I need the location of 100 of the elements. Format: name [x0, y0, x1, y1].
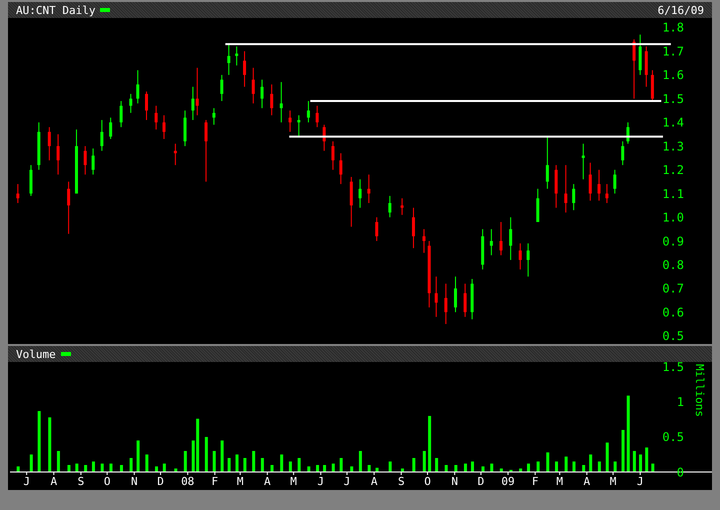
bar: [38, 411, 41, 472]
candlestick: [196, 67, 199, 116]
bar: [56, 450, 60, 472]
bar: [212, 450, 216, 472]
bar: [526, 464, 530, 472]
bar: [307, 466, 310, 472]
x-tick-label: D: [478, 474, 484, 488]
bar: [388, 461, 392, 472]
x-tick-label: M: [610, 474, 617, 488]
candlestick: [56, 134, 60, 176]
y-tick-label: 1.8: [662, 20, 684, 35]
candlestick: [554, 164, 558, 208]
candlestick: [100, 120, 104, 152]
candlestick: [454, 276, 457, 313]
candlestick: [136, 70, 140, 104]
bar: [120, 464, 123, 472]
bar: [470, 461, 474, 472]
candlestick: [400, 198, 404, 216]
bar: [428, 416, 432, 472]
bar: [288, 461, 292, 472]
x-tick-label: F: [212, 474, 218, 488]
bar: [572, 461, 576, 472]
bar: [30, 454, 33, 472]
bar: [412, 458, 416, 472]
candlestick: [572, 184, 576, 211]
candlestick: [644, 46, 648, 88]
candlestick: [191, 86, 194, 121]
bar: [422, 450, 426, 472]
y-tick-label: 1.5: [662, 92, 684, 106]
bar: [280, 454, 284, 472]
candlestick: [154, 105, 158, 130]
bar: [130, 458, 133, 472]
x-tick-label: N: [130, 474, 138, 488]
x-tick-label: J: [23, 474, 30, 488]
bar: [75, 464, 78, 472]
y-tick-label: 1.6: [662, 68, 684, 82]
bar: [243, 458, 246, 472]
candlestick: [509, 216, 512, 260]
bar: [196, 418, 200, 472]
candlestick: [605, 184, 608, 204]
bar: [84, 464, 88, 472]
x-tick-label: S: [78, 474, 84, 488]
y-tick-label: 0.9: [662, 234, 684, 248]
x-tick-label: A: [370, 474, 378, 488]
text: 6/16/09: [658, 4, 704, 16]
y-tick-label: 1.7: [662, 44, 684, 58]
candlestick: [252, 67, 255, 104]
bar: [435, 458, 438, 472]
candlestick: [621, 140, 624, 166]
x-tick-label: M: [236, 474, 244, 488]
candlestick: [316, 105, 319, 128]
y-tick-label: 1.2: [662, 163, 684, 178]
candlestick: [434, 276, 438, 318]
candlestick: [500, 222, 503, 256]
legend-label: AU:CNT Daily: [16, 4, 96, 16]
candlestick: [288, 110, 292, 132]
bar: [444, 464, 448, 472]
candlestick: [388, 195, 392, 218]
bar: [236, 454, 239, 472]
bar: [645, 447, 648, 472]
candlestick: [598, 169, 601, 202]
bar: [598, 461, 601, 472]
candlestick: [526, 242, 530, 278]
candlestick: [331, 140, 334, 170]
candlestick: [582, 143, 585, 180]
bar: [622, 430, 625, 472]
candlestick: [235, 46, 238, 66]
legend-label: Volume: [16, 348, 56, 360]
candlestick: [145, 91, 148, 121]
candlestick: [464, 283, 467, 318]
x-tick-label: J: [344, 474, 350, 488]
candlestick: [422, 228, 426, 254]
candlestick: [204, 120, 208, 182]
bar: [536, 461, 540, 472]
x-tick-label: A: [584, 474, 591, 488]
candlestick: [120, 100, 123, 128]
x-tick-label: A: [50, 474, 58, 488]
candlestick: [306, 100, 310, 123]
bar: [100, 464, 104, 472]
candlestick: [613, 169, 616, 194]
candlestick: [650, 70, 654, 102]
y-tick-label: 0.7: [662, 282, 684, 296]
candlestick: [518, 242, 522, 270]
bar: [350, 466, 354, 472]
x-tick-label: N: [451, 474, 458, 488]
candlestick: [280, 82, 283, 123]
bar: [564, 456, 568, 472]
bar: [606, 442, 609, 472]
bar: [67, 464, 70, 472]
x-tick-label: O: [424, 474, 431, 488]
bar: [454, 464, 458, 472]
bar: [358, 450, 362, 472]
bar: [332, 464, 335, 472]
y-tick-label: 0.5: [662, 430, 684, 444]
candlestick: [564, 164, 568, 214]
bar: [464, 464, 467, 472]
y-tick-label: 1: [676, 395, 684, 410]
candlestick: [48, 126, 51, 161]
x-tick-label: S: [398, 474, 405, 488]
candlestick: [220, 74, 224, 102]
